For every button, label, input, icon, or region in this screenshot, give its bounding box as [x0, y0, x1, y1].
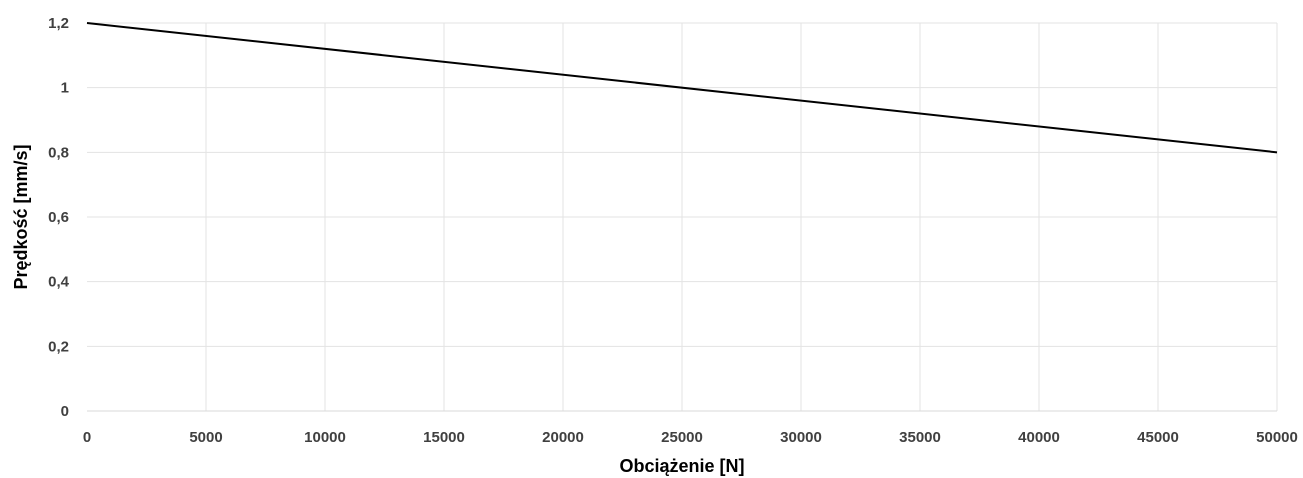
x-tick-label: 25000: [661, 429, 703, 446]
series-lines: [86, 22, 1278, 154]
x-tick-label: 20000: [542, 429, 584, 446]
x-tick-label: 35000: [899, 429, 941, 446]
x-tick-label: 30000: [780, 429, 822, 446]
y-tick-label: 0,2: [48, 338, 69, 355]
y-tick-label: 0: [61, 403, 69, 420]
x-tick-label: 45000: [1137, 429, 1179, 446]
x-tick-labels: 0 5000 10000 15000 20000 25000 30000 35000 40000…: [83, 429, 1298, 446]
y-tick-label: 0,8: [48, 144, 69, 161]
x-tick-label: 10000: [304, 429, 346, 446]
y-tick-label: 0,6: [48, 209, 69, 226]
x-tick-label: 5000: [189, 429, 222, 446]
grid-lines: [87, 22, 1278, 411]
y-tick-label: 1,2: [48, 15, 69, 32]
x-tick-label: 0: [83, 429, 91, 446]
y-tick-label: 0,4: [48, 274, 70, 291]
x-tick-label: 40000: [1018, 429, 1060, 446]
x-tick-label: 50000: [1256, 429, 1298, 446]
y-axis-title: Prędkość [mm/s]: [11, 144, 31, 289]
x-axis-title: Obciążenie [N]: [619, 456, 744, 476]
series-line: [86, 22, 1278, 154]
y-tick-labels: 0 0,2 0,4 0,6 0,8 1 1,2: [48, 15, 70, 420]
x-tick-label: 15000: [423, 429, 465, 446]
y-tick-label: 1: [61, 80, 69, 97]
